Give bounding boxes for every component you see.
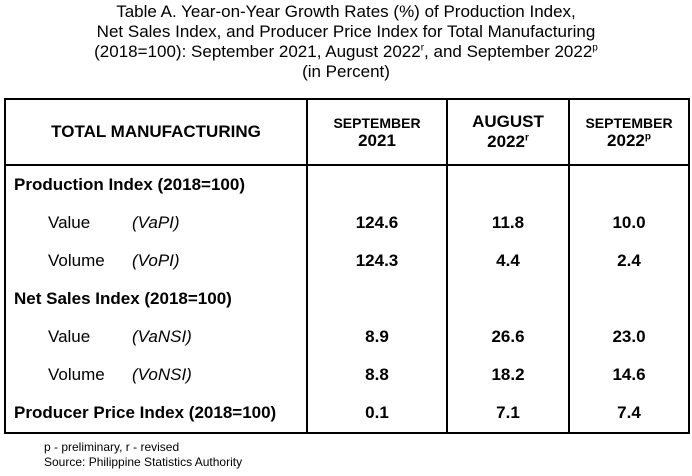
header-col-sep-2021: SEPTEMBER 2021 bbox=[306, 98, 448, 166]
title-line-3: (2018=100): September 2021, August 2022r… bbox=[0, 42, 692, 62]
row-abbr: (VoPI) bbox=[132, 251, 180, 270]
header-col2-month: AUGUST bbox=[472, 112, 544, 131]
title-line-4: (in Percent) bbox=[302, 62, 390, 81]
header-col2-year: 2022 bbox=[487, 132, 525, 151]
cell-value: 124.6 bbox=[306, 204, 448, 242]
row-abbr: (VoNSI) bbox=[132, 365, 192, 384]
cell-value: 8.9 bbox=[306, 318, 448, 356]
cell-value: 26.6 bbox=[446, 318, 570, 356]
growth-rates-table: TOTAL MANUFACTURING SEPTEMBER 2021 AUGUS… bbox=[4, 98, 690, 434]
row-abbr: (VaPI) bbox=[132, 213, 180, 232]
cell-value: 11.8 bbox=[446, 204, 570, 242]
table-row: Net Sales Index (2018=100) bbox=[4, 280, 690, 318]
row-name: Volume bbox=[48, 365, 105, 384]
cell-value: 18.2 bbox=[446, 356, 570, 394]
table-row: Volume (VoPI) 124.3 4.4 2.4 bbox=[4, 242, 690, 280]
row-abbr: (VaNSI) bbox=[132, 327, 192, 346]
cell-value: 124.3 bbox=[306, 242, 448, 280]
cell-value: 8.8 bbox=[306, 356, 448, 394]
section-producer-price-index: Producer Price Index (2018=100) bbox=[4, 394, 308, 434]
cell-value: 2.4 bbox=[568, 242, 690, 280]
revised-mark: r bbox=[420, 42, 425, 54]
cell-value: 23.0 bbox=[568, 318, 690, 356]
header-col3-year: 2022 bbox=[607, 131, 645, 150]
header-col1-year: 2021 bbox=[358, 131, 396, 150]
table-row: Volume (VoNSI) 8.8 18.2 14.6 bbox=[4, 356, 690, 394]
table-row: Producer Price Index (2018=100) 0.1 7.1 … bbox=[4, 394, 690, 434]
row-label: Value (VaNSI) bbox=[4, 318, 308, 356]
header-col-aug-2022: AUGUST 2022r bbox=[446, 98, 570, 166]
header-col3-sup: p bbox=[644, 131, 651, 143]
preliminary-mark: p bbox=[592, 42, 598, 54]
section-production-index: Production Index (2018=100) bbox=[4, 165, 308, 204]
header-col3-month: SEPTEMBER bbox=[585, 115, 673, 131]
table-row: Production Index (2018=100) bbox=[4, 165, 690, 204]
footnote-source: Source: Philippine Statistics Authority bbox=[44, 455, 243, 469]
title-line-2: Net Sales Index, and Producer Price Inde… bbox=[96, 22, 596, 41]
table-row: Value (VaNSI) 8.9 26.6 23.0 bbox=[4, 318, 690, 356]
row-name: Volume bbox=[48, 251, 105, 270]
title-line-1: Table A. Year-on-Year Growth Rates (%) o… bbox=[116, 2, 576, 21]
table-title: Table A. Year-on-Year Growth Rates (%) o… bbox=[0, 2, 692, 82]
header-col3-year-wrap: 2022p bbox=[570, 132, 688, 150]
cell-value: 4.4 bbox=[446, 242, 570, 280]
section-net-sales-index: Net Sales Index (2018=100) bbox=[4, 280, 308, 318]
row-label: Volume (VoPI) bbox=[4, 242, 308, 280]
row-label: Volume (VoNSI) bbox=[4, 356, 308, 394]
footnote-legend: p - preliminary, r - revised bbox=[44, 440, 180, 454]
footnotes: p - preliminary, r - revised Source: Phi… bbox=[44, 440, 242, 470]
title-line-3-mid: , and September 2022 bbox=[424, 42, 593, 61]
header-row: TOTAL MANUFACTURING SEPTEMBER 2021 AUGUS… bbox=[4, 98, 690, 166]
header-col2-year-wrap: 2022r bbox=[448, 132, 568, 152]
cell-value: 7.1 bbox=[446, 394, 570, 434]
row-name: Value bbox=[48, 327, 91, 346]
header-col-sep-2022: SEPTEMBER 2022p bbox=[568, 98, 690, 166]
cell-value: 14.6 bbox=[568, 356, 690, 394]
row-name: Value bbox=[48, 213, 91, 232]
table-row: Value (VaPI) 124.6 11.8 10.0 bbox=[4, 204, 690, 242]
header-col2-sup: r bbox=[524, 132, 529, 144]
header-col1-month: SEPTEMBER bbox=[333, 115, 421, 131]
cell-value: 0.1 bbox=[306, 394, 448, 434]
header-label: TOTAL MANUFACTURING bbox=[4, 98, 308, 166]
title-line-3-text: (2018=100): September 2021, August 2022 bbox=[94, 42, 421, 61]
cell-value: 7.4 bbox=[568, 394, 690, 434]
row-label: Value (VaPI) bbox=[4, 204, 308, 242]
cell-value: 10.0 bbox=[568, 204, 690, 242]
